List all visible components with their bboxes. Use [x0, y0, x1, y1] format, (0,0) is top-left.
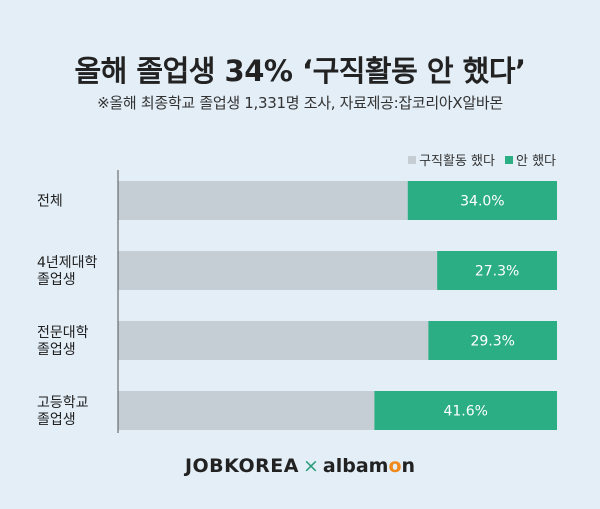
legend-swatch-didnt — [504, 155, 513, 164]
category-label-1-0: 4년제대학 — [37, 255, 98, 271]
category-label-3-0: 고등학교 — [37, 395, 89, 411]
bar-did-1 — [118, 251, 438, 290]
data-label-3: 41.6% — [443, 404, 487, 420]
page-title: 올해 졸업생 34% ‘구직활동 안 했다’ — [74, 54, 526, 88]
data-label-2: 29.3% — [470, 334, 514, 350]
data-label-0: 34.0% — [460, 194, 504, 210]
chart-legend: 구직활동 했다 안 했다 — [402, 150, 556, 169]
bar-didnt-3 — [374, 391, 557, 430]
bar-didnt-0 — [407, 181, 557, 220]
logo-separator: × — [302, 455, 319, 477]
legend-label-didnt: 안 했다 — [515, 154, 556, 169]
category-label-0-0: 전체 — [37, 194, 63, 210]
albamon-logo-part-o: o — [388, 455, 402, 477]
legend-item-didnt: 안 했다 — [504, 150, 556, 169]
bar-didnt-1 — [437, 251, 557, 290]
bar-didnt-2 — [428, 321, 557, 360]
legend-swatch-did — [408, 155, 417, 164]
category-label-1-1: 졸업생 — [37, 272, 76, 288]
legend-label-did: 구직활동 했다 — [419, 154, 495, 169]
bar-did-2 — [118, 321, 429, 360]
category-label-2-1: 졸업생 — [37, 342, 76, 358]
albamon-logo-part-a: albam — [322, 455, 389, 477]
jobkorea-logo: JOBKOREA — [184, 455, 299, 477]
data-label-1: 27.3% — [475, 264, 519, 280]
bar-did-3 — [118, 391, 375, 430]
legend-item-did: 구직활동 했다 — [408, 150, 495, 169]
page-subtitle: ※올해 최종학교 졸업생 1,331명 조사, 자료제공:잡코리아X알바몬 — [97, 94, 503, 112]
footer-logos: JOBKOREA × albamon — [0, 455, 600, 477]
category-label-3-1: 졸업생 — [37, 412, 76, 428]
albamon-logo-part-b: n — [401, 455, 416, 477]
category-label-2-0: 전문대학 — [37, 325, 89, 341]
albamon-logo: albamon — [323, 455, 415, 477]
bar-did-0 — [118, 181, 408, 220]
